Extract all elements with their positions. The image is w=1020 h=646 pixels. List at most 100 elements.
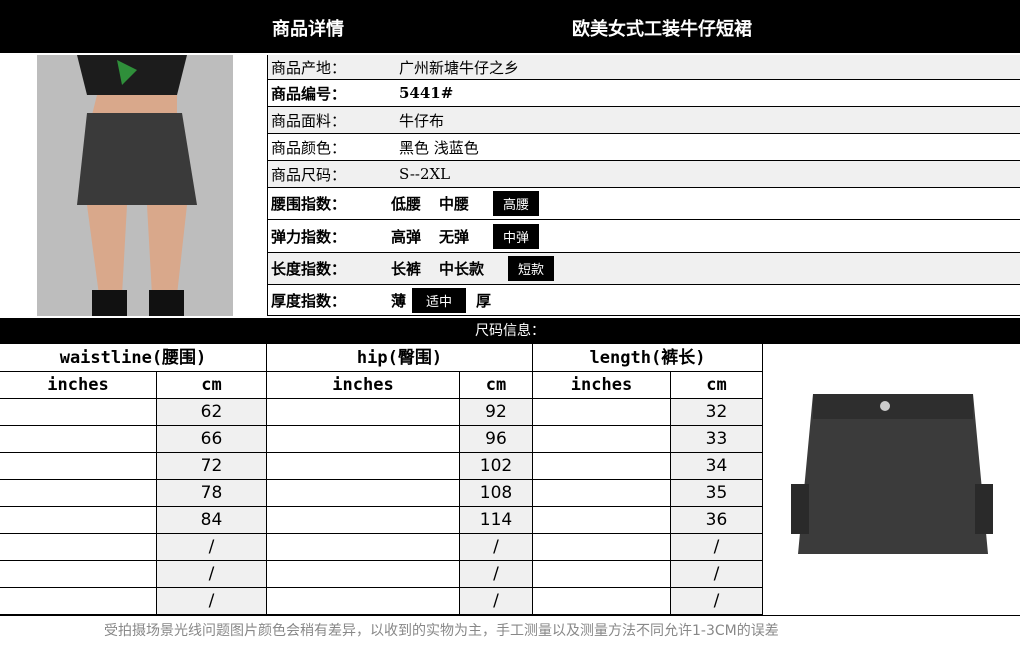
table-cell: / <box>157 561 267 588</box>
table-cell <box>0 453 157 480</box>
table-cell <box>0 588 157 615</box>
info-row: 商品颜色： 黑色 浅蓝色 <box>267 134 1020 161</box>
index-options: 低腰 中腰 高腰 <box>391 191 540 216</box>
table-cell: / <box>460 588 533 615</box>
footer-disclaimer: 受拍摄场景光线问题图片颜色会稍有差异，以收到的实物为主，手工测量以及测量方法不同… <box>0 615 1020 645</box>
table-cell: 36 <box>671 507 763 534</box>
info-value: 5441# <box>399 84 454 102</box>
info-value: 牛仔布 <box>399 111 445 130</box>
unit-header: inches <box>267 372 460 399</box>
table-cell: / <box>460 534 533 561</box>
table-cell <box>267 534 460 561</box>
table-cell <box>533 561 671 588</box>
table-cell <box>267 426 460 453</box>
unit-header: cm <box>157 372 267 399</box>
skirt-product-photo <box>763 344 1020 615</box>
index-row: 腰围指数： 低腰 中腰 高腰 <box>267 188 1020 220</box>
size-info-band: 尺码信息： <box>0 318 1020 344</box>
info-label: 商品颜色： <box>271 138 347 157</box>
info-value: 广州新塘牛仔之乡 <box>399 58 520 77</box>
table-cell <box>533 480 671 507</box>
table-cell <box>267 507 460 534</box>
table-cell <box>0 534 157 561</box>
index-selected-tag: 短款 <box>508 256 555 281</box>
header-bar: 商品详情 欧美女式工装牛仔短裙 <box>0 0 1020 53</box>
info-label: 商品面料： <box>271 111 347 130</box>
model-photo <box>37 55 233 316</box>
table-cell: / <box>157 588 267 615</box>
table-cell: 92 <box>460 399 533 426</box>
index-row: 弹力指数： 高弹 无弹 中弹 <box>267 220 1020 253</box>
group-header: hip(臀围) <box>267 344 533 372</box>
table-cell <box>267 588 460 615</box>
table-cell <box>0 561 157 588</box>
info-value: S--2XL <box>399 165 451 183</box>
index-options: 长裤 中长款 短款 <box>391 256 555 281</box>
table-cell <box>533 534 671 561</box>
table-cell: 96 <box>460 426 533 453</box>
table-cell <box>533 453 671 480</box>
table-cell: 34 <box>671 453 763 480</box>
table-cell: / <box>460 561 533 588</box>
index-selected-tag: 高腰 <box>493 191 540 216</box>
table-cell <box>267 561 460 588</box>
info-value: 黑色 浅蓝色 <box>399 138 479 157</box>
table-cell: 114 <box>460 507 533 534</box>
table-cell: / <box>671 588 763 615</box>
table-cell: 72 <box>157 453 267 480</box>
info-row: 商品面料： 牛仔布 <box>267 107 1020 134</box>
table-cell: 84 <box>157 507 267 534</box>
table-cell: 102 <box>460 453 533 480</box>
index-label: 弹力指数： <box>271 227 347 246</box>
unit-header: cm <box>671 372 763 399</box>
table-cell <box>533 507 671 534</box>
index-selected-tag: 适中 <box>412 287 467 313</box>
index-option: 厚 <box>476 291 492 310</box>
table-cell <box>267 453 460 480</box>
index-option: 无弹 <box>439 227 470 246</box>
header-product-title: 欧美女式工装牛仔短裙 <box>572 19 752 40</box>
index-row: 厚度指数： 薄适中厚 <box>267 285 1020 316</box>
table-cell <box>0 399 157 426</box>
index-label: 腰围指数： <box>271 195 347 213</box>
info-row: 商品产地： 广州新塘牛仔之乡 <box>267 55 1020 80</box>
table-cell <box>267 480 460 507</box>
index-label: 厚度指数： <box>271 291 347 310</box>
table-cell <box>267 399 460 426</box>
index-options: 高弹 无弹 中弹 <box>391 223 540 249</box>
index-option: 低腰 <box>391 195 422 213</box>
info-label: 商品尺码： <box>271 165 347 184</box>
index-option: 长裤 <box>391 260 422 278</box>
header-left-title: 商品详情 <box>272 19 344 40</box>
table-cell <box>533 588 671 615</box>
index-row: 长度指数： 长裤 中长款 短款 <box>267 253 1020 285</box>
table-cell: 78 <box>157 480 267 507</box>
table-cell: 35 <box>671 480 763 507</box>
unit-header: inches <box>533 372 671 399</box>
index-option: 中长款 <box>439 260 485 278</box>
index-selected-tag: 中弹 <box>493 223 540 249</box>
info-row: 商品编号： 5441# <box>267 80 1020 107</box>
table-cell: 62 <box>157 399 267 426</box>
table-cell: / <box>157 534 267 561</box>
table-cell: 33 <box>671 426 763 453</box>
group-header: waistline(腰围) <box>0 344 267 372</box>
index-option: 薄 <box>391 291 407 310</box>
index-option: 高弹 <box>391 227 422 246</box>
table-cell: / <box>671 534 763 561</box>
table-cell: / <box>671 561 763 588</box>
info-label: 商品编号： <box>271 84 347 103</box>
table-cell: 66 <box>157 426 267 453</box>
info-label: 商品产地： <box>271 58 347 77</box>
table-cell: 108 <box>460 480 533 507</box>
index-option: 中腰 <box>439 195 470 213</box>
table-cell <box>0 507 157 534</box>
table-cell <box>533 426 671 453</box>
table-cell <box>533 399 671 426</box>
table-cell <box>0 480 157 507</box>
info-row: 商品尺码： S--2XL <box>267 161 1020 188</box>
table-cell <box>0 426 157 453</box>
unit-header: inches <box>0 372 157 399</box>
index-label: 长度指数： <box>271 260 347 278</box>
index-options: 薄适中厚 <box>391 287 492 313</box>
